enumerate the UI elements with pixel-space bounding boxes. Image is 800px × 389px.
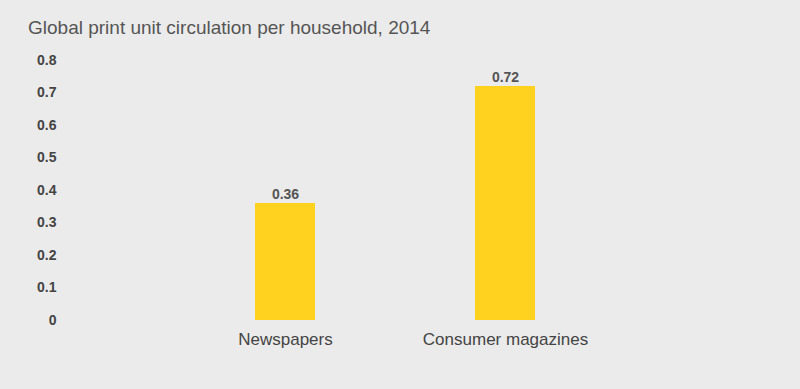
svg-text:0.7: 0.7 bbox=[37, 84, 57, 100]
svg-text:0.3: 0.3 bbox=[37, 214, 57, 230]
svg-text:0.8: 0.8 bbox=[37, 52, 57, 68]
svg-text:0.6: 0.6 bbox=[37, 117, 57, 133]
svg-text:0: 0 bbox=[49, 312, 57, 328]
svg-text:0.5: 0.5 bbox=[37, 149, 57, 165]
svg-text:0.2: 0.2 bbox=[37, 247, 57, 263]
svg-text:0.72: 0.72 bbox=[492, 69, 519, 85]
svg-text:0.36: 0.36 bbox=[272, 186, 299, 202]
html-text:Global print unit circulation: Global print unit circulation per househ… bbox=[28, 17, 431, 38]
svg-text:0.4: 0.4 bbox=[37, 182, 57, 198]
svg-text:Newspapers: Newspapers bbox=[238, 330, 333, 349]
svg-text:0.1: 0.1 bbox=[37, 279, 57, 295]
svg-text:Consumer magazines: Consumer magazines bbox=[423, 330, 588, 349]
